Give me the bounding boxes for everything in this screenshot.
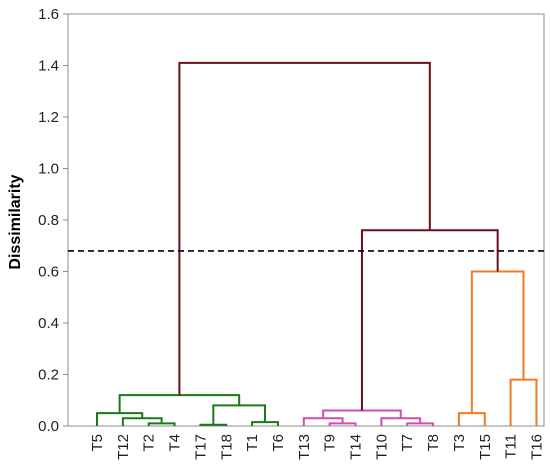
leaf-label: T13 [296,434,313,460]
dendrogram-link [178,61,431,396]
leaf-label: T12 [115,434,132,460]
y-tick-label: 1.0 [38,161,59,178]
y-axis-ticks: 0.0 0.2 0.4 0.6 0.8 1.0 1.2 1.4 1.6 [38,6,68,435]
dendrogram-link [470,270,525,414]
y-tick-label: 0.2 [38,367,59,384]
y-tick-label: 0.0 [38,418,59,435]
leaf-label: T8 [425,434,442,452]
y-axis-title: Dissimilarity [7,174,24,269]
leaf-label: T5 [89,434,106,452]
leaf-label: T18 [218,434,235,460]
y-tick-label: 1.6 [38,6,59,23]
y-tick-label: 1.2 [38,109,59,126]
leaf-label: T17 [192,434,209,460]
leaf-label: T10 [373,434,390,460]
dendrogram-link [322,409,402,419]
leaf-label: T9 [322,434,339,452]
leaf-label: T11 [503,434,520,459]
dendrogram-link [121,417,163,426]
leaf-label: T6 [270,434,287,452]
y-tick-label: 0.4 [38,315,59,332]
leaf-label: T1 [244,434,261,452]
leaf-label: T2 [141,434,158,452]
leaf-label: T3 [451,434,468,452]
y-tick-label: 0.8 [38,212,59,229]
dendrogram-links [96,61,538,426]
y-tick-label: 0.6 [38,264,59,281]
dendrogram-link [509,378,538,426]
dendrogram-link [360,229,499,411]
leaf-label: T16 [528,434,545,460]
y-tick-label: 1.4 [38,58,59,75]
leaf-label: T4 [167,434,184,452]
dendrogram-link [96,412,144,426]
leaf-label: T14 [348,434,365,460]
dendrogram-link [118,394,241,414]
dendrogram-link [457,412,486,426]
dendrogram-link [302,417,344,426]
leaf-labels: T5 T12 T2 T4 T17 T18 T1 T6 T13 T9 T14 T10 T7 T8 T3 T15 T… [89,434,545,460]
leaf-label: T15 [477,434,494,460]
leaf-label: T7 [399,434,416,452]
dendrogram-link [251,421,279,426]
dendrogram-link [380,417,422,426]
